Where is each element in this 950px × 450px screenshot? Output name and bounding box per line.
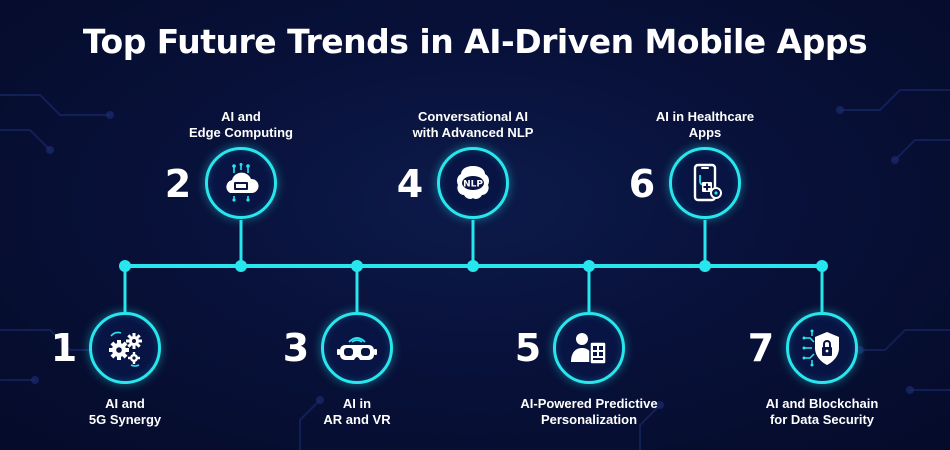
trend-number-6: 6: [628, 162, 656, 206]
trend-label-4-line2: with Advanced NLP: [412, 125, 534, 140]
trend-label-4-line1: Conversational AI: [417, 109, 529, 124]
timeline-dot-4: [467, 260, 479, 272]
trend-label-5: AI-Powered Predictive Personalization: [489, 396, 689, 428]
trend-label-1-line1: AI and: [105, 396, 145, 411]
trend-label-2-line1: AI and: [221, 109, 261, 124]
trend-number-5: 5: [514, 326, 542, 370]
timeline-dot-7: [816, 260, 828, 272]
gears-icon: [109, 331, 142, 367]
trend-label-6-line1: AI in Healthcare: [655, 109, 755, 124]
trend-label-1-line2: 5G Synergy: [88, 412, 162, 427]
trend-node-3: [321, 312, 393, 384]
trend-node-6: [669, 147, 741, 219]
timeline-dot-6: [699, 260, 711, 272]
trend-label-2: AI and Edge Computing: [141, 109, 341, 141]
vr-headset-icon: [337, 337, 377, 360]
timeline-dot-1: [119, 260, 131, 272]
trend-node-4: NLP: [437, 147, 509, 219]
timeline-dot-3: [351, 260, 363, 272]
trend-node-2: [205, 147, 277, 219]
trend-label-7-line2: for Data Security: [769, 412, 875, 427]
timeline-dot-2: [235, 260, 247, 272]
svg-text:NLP: NLP: [463, 180, 483, 190]
healthcare-phone-icon: [693, 163, 722, 202]
cloud-computing-icon: [226, 163, 259, 202]
trend-label-3-line1: AI in: [342, 396, 372, 411]
trend-node-5: [553, 312, 625, 384]
trend-label-4: Conversational AI with Advanced NLP: [373, 109, 573, 141]
trend-label-5-line1: AI-Powered Predictive: [520, 396, 658, 411]
timeline-dot-5: [583, 260, 595, 272]
trend-label-2-line2: Edge Computing: [189, 125, 293, 140]
trend-number-3: 3: [282, 326, 310, 370]
trend-number-4: 4: [396, 162, 424, 206]
nlp-brain-icon: NLP: [457, 166, 489, 199]
trend-label-3-line2: AR and VR: [323, 412, 391, 427]
trend-node-7: [786, 312, 858, 384]
page-title: Top Future Trends in AI-Driven Mobile Ap…: [82, 22, 868, 61]
trend-label-1: AI and 5G Synergy: [25, 396, 225, 428]
trend-number-2: 2: [164, 162, 192, 206]
trend-number-7: 7: [747, 326, 775, 370]
trend-label-5-line2: Personalization: [540, 412, 638, 427]
user-profile-icon: [571, 333, 607, 365]
trend-label-7-line1: AI and Blockchain: [765, 396, 879, 411]
trend-label-3: AI in AR and VR: [257, 396, 457, 428]
trend-label-6-line2: Apps: [688, 125, 722, 140]
security-shield-icon: [802, 329, 839, 367]
trend-label-7: AI and Blockchain for Data Security: [722, 396, 922, 428]
trend-node-1: [89, 312, 161, 384]
trend-label-6: AI in Healthcare Apps: [605, 109, 805, 141]
trend-number-1: 1: [50, 326, 78, 370]
